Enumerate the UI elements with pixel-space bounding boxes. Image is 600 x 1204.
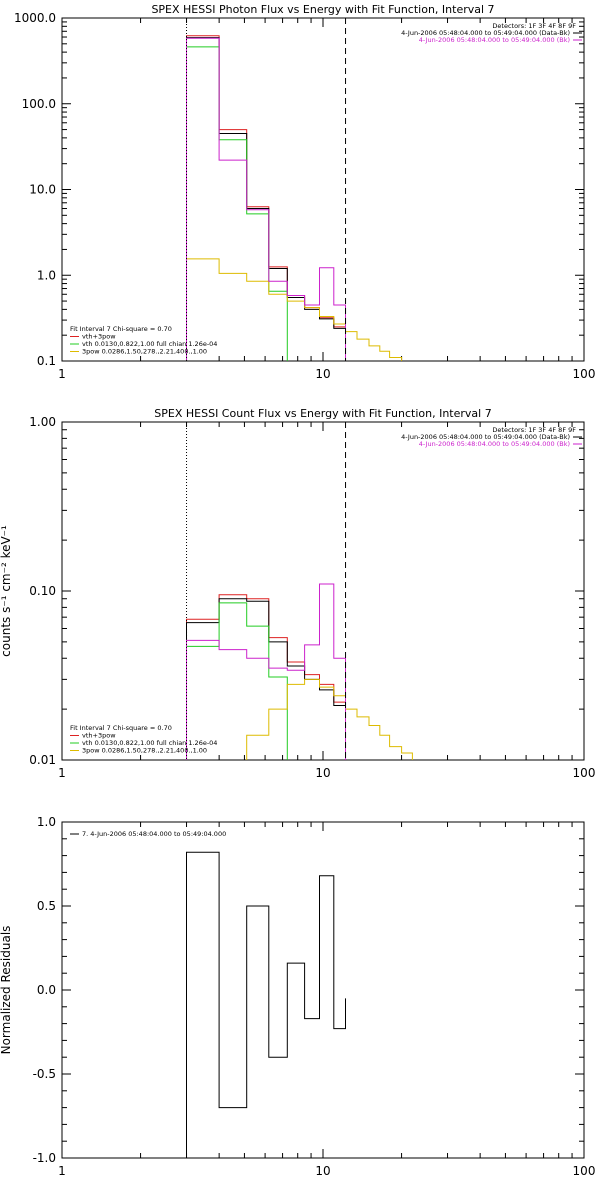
photon-series-0 [186, 35, 346, 361]
photon-header-line: 4-Jun-2006 05:48:04.000 to 05:49:04.000 … [419, 36, 570, 44]
count-y-tick-label: 1.00 [29, 415, 56, 429]
photon-series-3 [186, 258, 403, 361]
residuals-y-tick-label: -1.0 [33, 1151, 56, 1165]
count-y-axis-label: counts s⁻¹ cm⁻² keV⁻¹ [0, 525, 13, 657]
count-x-tick-label: 100 [573, 766, 596, 780]
photon-x-tick-label: 10 [315, 367, 330, 381]
count-title: SPEX HESSI Count Flux vs Energy with Fit… [154, 407, 491, 420]
photon-series-group [186, 35, 403, 361]
residuals-x-tick-label: 10 [315, 1164, 330, 1178]
photon-y-tick-label: 0.1 [37, 354, 56, 368]
count-series-2 [186, 602, 288, 760]
photon-legend-entry: vth+3pow [82, 333, 116, 341]
photon-series-2 [186, 46, 288, 361]
residuals-x-tick-label: 1 [58, 1164, 66, 1178]
residuals-y-tick-label: 1.0 [37, 815, 56, 829]
count-x-tick-label: 1 [58, 766, 66, 780]
photon-header-line: 4-Jun-2006 05:48:04.000 to 05:49:04.000 … [401, 29, 570, 37]
photon-legend-entry: vth 0.0130,0.822,1.00 full chian 1.26e-0… [82, 340, 217, 348]
count-header-line: 4-Jun-2006 05:48:04.000 to 05:49:04.000 … [401, 433, 570, 441]
photon-title: SPEX HESSI Photon Flux vs Energy with Fi… [151, 3, 494, 16]
residuals-panel: Normalized Residuals 1 10 100 -1.0 -0.5 0.0 0.5… [0, 815, 595, 1178]
residuals-y-tick-label: 0.0 [37, 983, 56, 997]
residuals-series-group [186, 851, 346, 1158]
residuals-series-0 [186, 851, 346, 1158]
count-series-1 [186, 598, 346, 760]
photon-x-tick-label: 1 [58, 367, 66, 381]
residuals-legend-entry: 7. 4-Jun-2006 05:48:04.000 to 05:49:04.0… [82, 830, 226, 838]
count-header-line: Detectors: 1F 3F 4F 8F 9F [492, 426, 576, 434]
count-series-3 [246, 678, 413, 760]
photon-axes-frame [61, 17, 585, 362]
residuals-y-tick-label: -0.5 [33, 1067, 56, 1081]
count-axes-frame [61, 421, 585, 761]
count-legend-entry: Fit Interval 7 Chi-square = 0.70 [70, 724, 172, 732]
photon-legend-entry: 3pow 0.0286,1.50,278.,2.21,400.,1.00 [82, 348, 207, 356]
residuals-y-tick-label: 0.5 [37, 899, 56, 913]
count-panel: SPEX HESSI Count Flux vs Energy with Fit… [0, 407, 595, 780]
photon-header-line: Detectors: 1F 3F 4F 8F 9F [492, 22, 576, 30]
photon-panel: SPEX HESSI Photon Flux vs Energy with Fi… [14, 3, 595, 381]
photon-y-tick-label: 10.0 [29, 183, 56, 197]
photon-y-tick-label: 100.0 [22, 97, 56, 111]
count-legend-entry: vth+3pow [82, 732, 116, 740]
photon-x-tick-label: 100 [573, 367, 596, 381]
photon-series-1 [186, 37, 346, 361]
count-series-group [186, 583, 413, 760]
residuals-y-axis-label: Normalized Residuals [0, 926, 13, 1055]
residuals-axes-frame [61, 821, 585, 1159]
count-y-tick-label: 0.01 [29, 753, 56, 767]
count-header-line: 4-Jun-2006 05:48:04.000 to 05:49:04.000 … [419, 440, 570, 448]
count-legend-entry: vth 0.0130,0.822,1.00 full chian 1.26e-0… [82, 739, 217, 747]
count-y-tick-label: 0.10 [29, 584, 56, 598]
photon-y-tick-label: 1.0 [37, 268, 56, 282]
photon-series-4 [186, 37, 346, 361]
photon-legend-entry: Fit Interval 7 Chi-square = 0.70 [70, 325, 172, 333]
residuals-x-tick-label: 100 [573, 1164, 596, 1178]
count-series-4 [186, 583, 346, 760]
count-x-tick-label: 10 [315, 766, 330, 780]
count-legend-entry: 3pow 0.0286,1.50,278.,2.21,400.,1.00 [82, 747, 207, 755]
photon-y-tick-label: 1000.0 [14, 11, 56, 25]
